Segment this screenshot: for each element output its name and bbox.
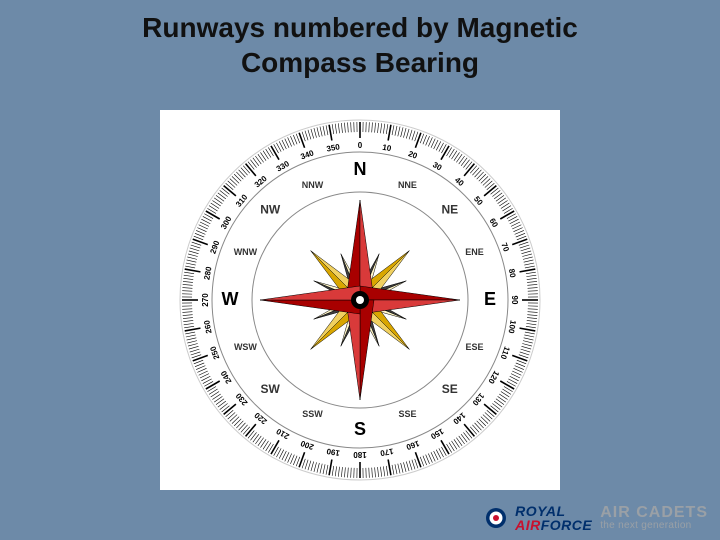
slide: Runways numbered by Magnetic Compass Bea… [0, 0, 720, 540]
logo-tagline: the next generation [600, 521, 708, 531]
svg-text:260: 260 [202, 319, 213, 334]
svg-text:130: 130 [470, 391, 486, 407]
svg-text:0: 0 [358, 141, 363, 150]
title-line1: Runways numbered by Magnetic [142, 12, 578, 43]
svg-text:70: 70 [499, 241, 511, 253]
svg-text:330: 330 [275, 159, 292, 174]
svg-text:ENE: ENE [465, 247, 484, 257]
svg-text:NE: NE [441, 202, 458, 216]
svg-text:ESE: ESE [466, 342, 484, 352]
svg-text:10: 10 [382, 143, 393, 154]
svg-text:SE: SE [442, 382, 458, 396]
svg-text:N: N [354, 159, 367, 179]
svg-text:W: W [222, 289, 239, 309]
svg-text:S: S [354, 419, 366, 439]
svg-text:220: 220 [252, 410, 268, 426]
svg-text:180: 180 [353, 450, 367, 459]
svg-text:280: 280 [202, 265, 213, 280]
cadets-wordmark: AIR CADETS the next generation [600, 505, 708, 531]
svg-text:190: 190 [325, 446, 340, 457]
logo-cadets: AIR CADETS [600, 505, 708, 521]
compass-rose-diagram: 0102030405060708090100110120130140150160… [160, 110, 560, 490]
svg-text:210: 210 [274, 426, 291, 441]
svg-text:150: 150 [429, 426, 446, 441]
title-line2: Compass Bearing [241, 47, 479, 78]
svg-text:SW: SW [261, 382, 281, 396]
footer-logo: ROYAL AIRFORCE AIR CADETS the next gener… [485, 504, 708, 532]
raf-wordmark: ROYAL AIRFORCE [515, 504, 592, 532]
svg-text:350: 350 [326, 142, 341, 153]
svg-text:WSW: WSW [234, 342, 257, 352]
svg-text:120: 120 [486, 369, 501, 386]
raf-roundel-icon [485, 507, 507, 529]
compass-container: 0102030405060708090100110120130140150160… [160, 110, 560, 490]
svg-text:20: 20 [407, 149, 419, 161]
svg-text:100: 100 [506, 319, 517, 334]
svg-text:170: 170 [379, 446, 394, 457]
svg-text:300: 300 [219, 214, 234, 231]
svg-text:310: 310 [234, 192, 250, 208]
svg-text:SSE: SSE [398, 409, 416, 419]
svg-text:90: 90 [510, 296, 519, 305]
svg-text:WNW: WNW [234, 247, 258, 257]
slide-title: Runways numbered by Magnetic Compass Bea… [0, 10, 720, 80]
svg-text:240: 240 [219, 369, 234, 386]
svg-text:SSW: SSW [302, 409, 323, 419]
svg-text:NW: NW [260, 202, 281, 216]
svg-text:E: E [484, 289, 496, 309]
svg-text:NNE: NNE [398, 180, 417, 190]
svg-text:80: 80 [507, 268, 518, 279]
svg-text:270: 270 [201, 293, 210, 307]
svg-text:NNW: NNW [302, 180, 324, 190]
